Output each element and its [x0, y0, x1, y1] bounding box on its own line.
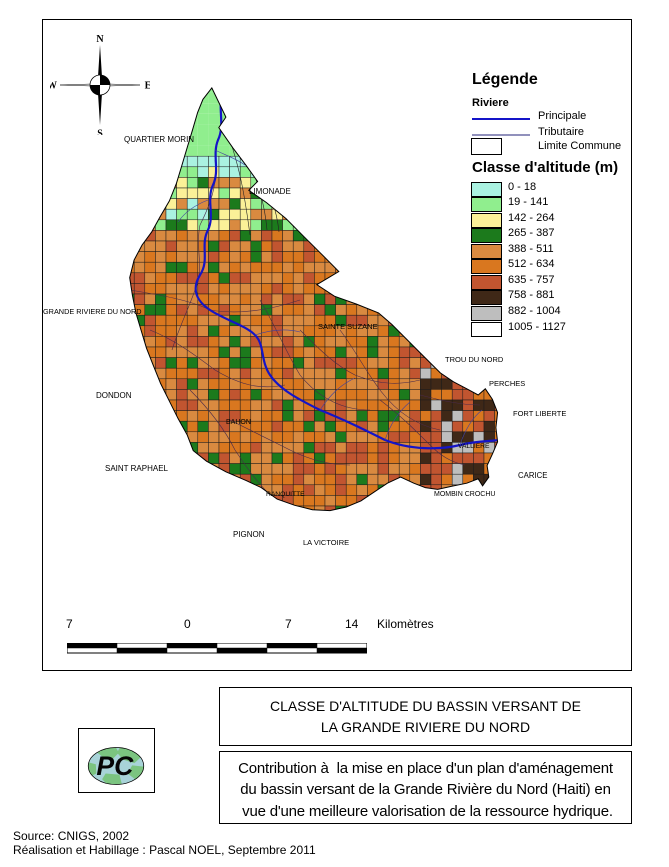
svg-text:FORT LIBERTE: FORT LIBERTE [513, 409, 566, 418]
svg-text:GRANDE RIVIERE DU NORD: GRANDE RIVIERE DU NORD [43, 307, 142, 316]
svg-text:RANQUITTE: RANQUITTE [266, 491, 305, 498]
svg-text:BAHON: BAHON [226, 419, 251, 426]
svg-text:PC: PC [96, 751, 134, 781]
svg-text:PIGNON: PIGNON [233, 530, 265, 539]
svg-text:VALLIERE: VALLIERE [458, 443, 490, 450]
svg-text:LA VICTOIRE: LA VICTOIRE [303, 538, 349, 547]
svg-text:CARICE: CARICE [518, 471, 547, 480]
svg-text:DONDON: DONDON [96, 391, 132, 400]
svg-text:LIMONADE: LIMONADE [249, 187, 291, 196]
svg-text:SAINTE SUZANE: SAINTE SUZANE [318, 322, 378, 331]
svg-text:TROU DU NORD: TROU DU NORD [445, 355, 504, 364]
svg-text:S: S [97, 129, 103, 136]
svg-text:SAINT RAPHAEL: SAINT RAPHAEL [105, 464, 169, 473]
svg-text:N: N [96, 35, 104, 45]
svg-text:W: W [50, 81, 57, 92]
svg-text:MOMBIN CROCHU: MOMBIN CROCHU [434, 491, 495, 498]
svg-text:E: E [145, 81, 150, 92]
svg-text:PERCHES: PERCHES [489, 379, 525, 388]
svg-text:QUARTIER MORIN: QUARTIER MORIN [124, 135, 194, 144]
